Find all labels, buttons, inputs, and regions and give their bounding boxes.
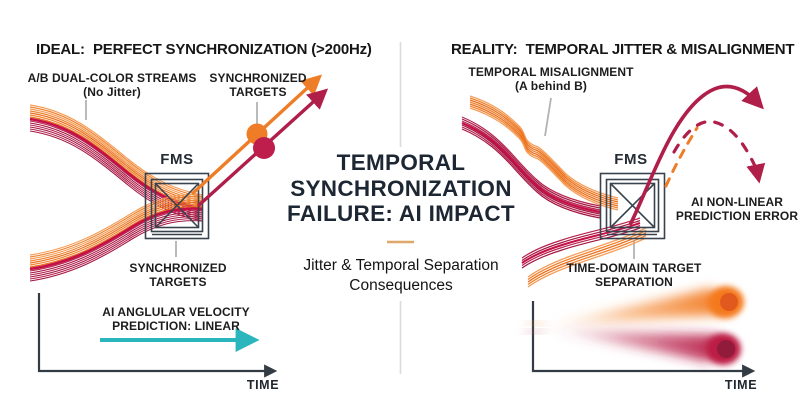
linear-prediction-label: AI ANGLULAR VELOCITY PREDICTION: LINEAR (102, 305, 250, 333)
crimson-comet-core (717, 340, 735, 358)
fms-box-left (144, 172, 210, 240)
synchronized-targets-bottom-label: SYNCHRONIZED TARGETS (129, 261, 227, 289)
right-heading-text: TEMPORAL JITTER & MISALIGNMENT (525, 41, 795, 58)
right-panel-heading: REALITY: TEMPORAL JITTER & MISALIGNMENT (451, 41, 795, 58)
orange-dashed-curve (664, 126, 699, 188)
label-connectors (85, 97, 635, 259)
right-time-label: TIME (724, 378, 758, 392)
fms-box-right (599, 172, 666, 240)
left-panel-heading: IDEAL: PERFECT SYNCHRONIZATION (>200Hz) (36, 41, 372, 58)
misalignment-label: TEMPORAL MISALIGNMENT (A behind B) (468, 65, 634, 93)
right-heading-emphasis: REALITY: (451, 41, 518, 58)
fms-label-left: FMS (160, 151, 194, 168)
prediction-error-label: AI NON-LINEAR PREDICTION ERROR (675, 195, 799, 223)
left-time-axis (37, 293, 278, 378)
left-time-label: TIME (246, 378, 280, 392)
fms-label-right: FMS (614, 151, 648, 168)
streams-label: A/B DUAL-COLOR STREAMS (No Jitter) (27, 71, 197, 99)
target-separation-label: TIME-DOMAIN TARGET SEPARATION (566, 261, 702, 289)
crimson-comet (543, 329, 718, 362)
divergence-comets (524, 286, 744, 365)
crimson-target-dot (253, 137, 275, 159)
left-heading-text: PERFECT SYNCHRONIZATION (>200Hz) (92, 41, 372, 58)
crimson-solid-curve (628, 84, 764, 226)
synchronized-targets-top-label: SYNCHRONIZED TARGETS (209, 71, 307, 99)
crimson-dashed-curve (672, 119, 766, 184)
main-title: TEMPORAL SYNCHRONIZATION FAILURE: AI IMP… (287, 150, 515, 226)
orange-comet-core (720, 293, 738, 311)
orange-comet (543, 288, 730, 326)
left-heading-emphasis: IDEAL: (36, 41, 85, 58)
main-subtitle: Jitter & Temporal Separation Consequence… (303, 257, 499, 294)
